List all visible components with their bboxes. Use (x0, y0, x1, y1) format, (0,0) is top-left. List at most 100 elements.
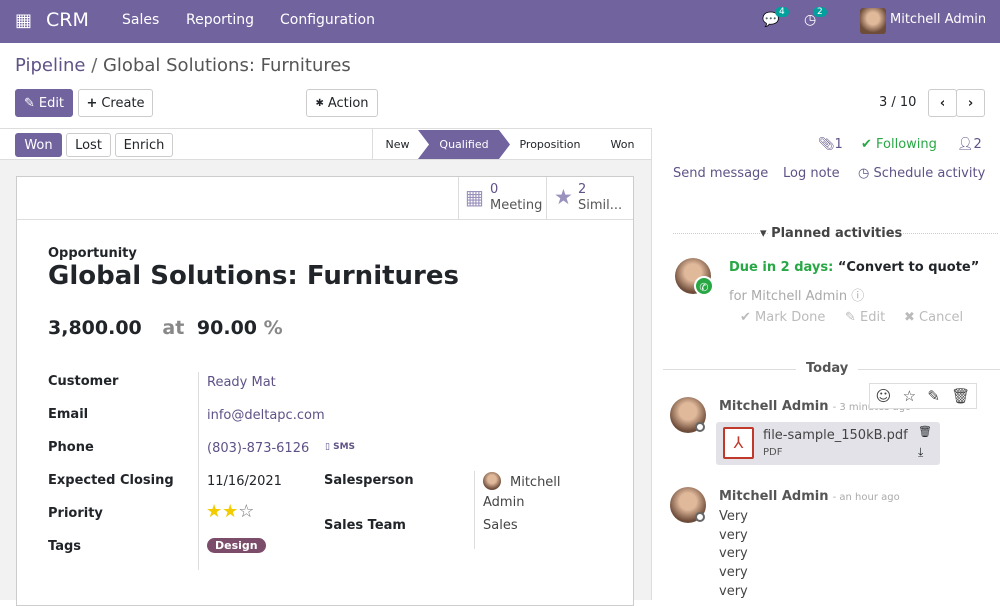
activity-due: Due in 2 days: (729, 260, 834, 275)
attachment-card[interactable]: ⅄ file-sample_150kB.pdf PDF 🗑︎ ⤓ (716, 422, 940, 465)
stage-won[interactable]: Won (610, 138, 635, 151)
star-outline-icon[interactable]: ☆ (238, 501, 255, 522)
stage-proposition[interactable]: Proposition (519, 138, 581, 151)
trash-icon[interactable]: 🗑︎ (951, 387, 971, 405)
message-author[interactable]: Mitchell Admin (719, 399, 829, 414)
pager-value[interactable]: 3 / 10 (879, 95, 917, 110)
offline-status-icon (695, 422, 705, 432)
star-icon[interactable]: ★ (222, 501, 239, 522)
meeting-smart-button[interactable]: ▦ 0 Meeting (458, 177, 546, 219)
pager-previous[interactable]: ‹ (928, 89, 957, 117)
message-body: Very very very very very (719, 508, 748, 602)
stage-new[interactable]: New (385, 138, 410, 151)
activity-cancel-label: Cancel (919, 310, 964, 325)
expected-closing-label: Expected Closing (48, 473, 174, 488)
message-line: Very (719, 509, 748, 524)
activity-edit-label: Edit (860, 310, 886, 325)
meeting-count: 0 (490, 182, 499, 197)
user-icon: 👤︎ (957, 137, 974, 152)
menu-configuration[interactable]: Configuration (280, 12, 375, 28)
messages-icon[interactable]: 💬 (762, 12, 780, 28)
probability[interactable]: 90.00 (196, 317, 258, 339)
attachments-button[interactable]: 📎︎1 (818, 137, 843, 152)
schedule-activity-button[interactable]: ◷ Schedule activity (858, 166, 985, 181)
create-button[interactable]: + Create (78, 89, 153, 117)
won-button[interactable]: Won (15, 133, 62, 157)
meeting-label: Meeting (490, 198, 543, 213)
expected-closing-field[interactable]: 11/16/2021 (207, 474, 282, 489)
activity-for: for Mitchell Admin (729, 289, 848, 304)
message-line: very (719, 583, 748, 599)
followers-button[interactable]: 👤︎2 (957, 137, 982, 152)
apps-menu-icon[interactable]: ▦ (15, 10, 33, 31)
info-icon[interactable]: ⓘ (851, 289, 865, 304)
sales-team-field[interactable]: Sales (483, 518, 518, 533)
breadcrumb-pipeline[interactable]: Pipeline (15, 55, 86, 76)
send-message-button[interactable]: Send message (673, 166, 769, 181)
expected-revenue[interactable]: 3,800.00 (48, 317, 142, 339)
trash-icon[interactable]: 🗑︎ (918, 425, 932, 438)
sales-team-label: Sales Team (324, 518, 406, 533)
planned-activities-label: Planned activities (771, 226, 903, 241)
clock-icon: ◷ (858, 166, 870, 181)
similar-count: 2 (578, 182, 587, 197)
opportunity-name[interactable]: Global Solutions: Furnitures (48, 261, 459, 291)
sms-button[interactable]: ▯ SMS (325, 442, 356, 452)
log-note-button[interactable]: Log note (783, 166, 840, 181)
menu-sales[interactable]: Sales (122, 12, 160, 28)
priority-stars[interactable]: ★★☆ (206, 501, 254, 522)
mark-done-button[interactable]: ✔ Mark Done (740, 310, 826, 325)
action-label: Action (327, 95, 369, 111)
enrich-button[interactable]: Enrich (115, 133, 173, 157)
stage-qualified[interactable]: Qualified (418, 130, 510, 159)
message-author[interactable]: Mitchell Admin (719, 489, 829, 504)
star-icon: ★ (554, 185, 573, 209)
message-line: very (719, 565, 748, 581)
revenue-row: 3,800.00 at 90.00 % (48, 317, 283, 339)
planned-activities-toggle[interactable]: ▾ Planned activities (760, 226, 903, 241)
app-name[interactable]: CRM (46, 9, 89, 31)
attachment-name: file-sample_150kB.pdf (763, 428, 908, 443)
customer-field[interactable]: Ready Mat (207, 375, 276, 390)
star-icon[interactable]: ☆ (902, 387, 917, 405)
salesperson-avatar (483, 472, 501, 490)
following-button[interactable]: ✔ Following (861, 137, 937, 152)
sms-label: SMS (333, 442, 356, 452)
today-separator: Today (796, 361, 859, 376)
email-field[interactable]: info@deltapc.com (207, 408, 325, 423)
followers-count: 2 (973, 137, 982, 152)
activities-badge: 2 (813, 7, 827, 17)
download-icon[interactable]: ⤓ (918, 445, 924, 459)
lost-button[interactable]: Lost (66, 133, 111, 157)
user-name[interactable]: Mitchell Admin (890, 12, 987, 27)
pager-next[interactable]: › (956, 89, 985, 117)
percent-sign: % (263, 317, 283, 339)
priority-label: Priority (48, 506, 103, 521)
plus-icon: + (86, 95, 98, 111)
action-button[interactable]: ✱ Action (306, 89, 378, 117)
top-navbar: ▦ CRM Sales Reporting Configuration 💬 4 … (0, 0, 1000, 43)
gear-icon: ✱ (315, 97, 324, 109)
activity-cancel-button[interactable]: ✖ Cancel (904, 310, 964, 325)
activity-edit-button[interactable]: ✎ Edit (845, 310, 886, 325)
salesperson-field[interactable]: Mitchell Admin (483, 475, 561, 510)
emoji-icon[interactable]: ☺ (875, 387, 892, 405)
create-label: Create (101, 95, 145, 111)
phone-icon: ✆ (694, 276, 714, 296)
paperclip-icon: 📎︎ (818, 137, 835, 152)
similar-smart-button[interactable]: ★ 2 Simil... (546, 177, 634, 219)
edit-button[interactable]: ✎ Edit (15, 89, 73, 117)
activity-summary: “Convert to quote” (837, 260, 980, 275)
pencil-icon[interactable]: ✎ (927, 387, 940, 405)
phone-label: Phone (48, 440, 94, 455)
activities-icon[interactable]: ◷ (804, 12, 817, 28)
messages-badge: 4 (775, 7, 789, 17)
user-avatar[interactable] (860, 8, 886, 34)
star-icon[interactable]: ★ (206, 501, 223, 522)
phone-field[interactable]: (803)-873-6126 (207, 441, 310, 456)
tag-design[interactable]: Design (207, 538, 266, 553)
tags-label: Tags (48, 539, 82, 554)
message-line: very (719, 546, 748, 562)
schedule-activity-label: Schedule activity (873, 166, 986, 181)
menu-reporting[interactable]: Reporting (186, 12, 255, 28)
